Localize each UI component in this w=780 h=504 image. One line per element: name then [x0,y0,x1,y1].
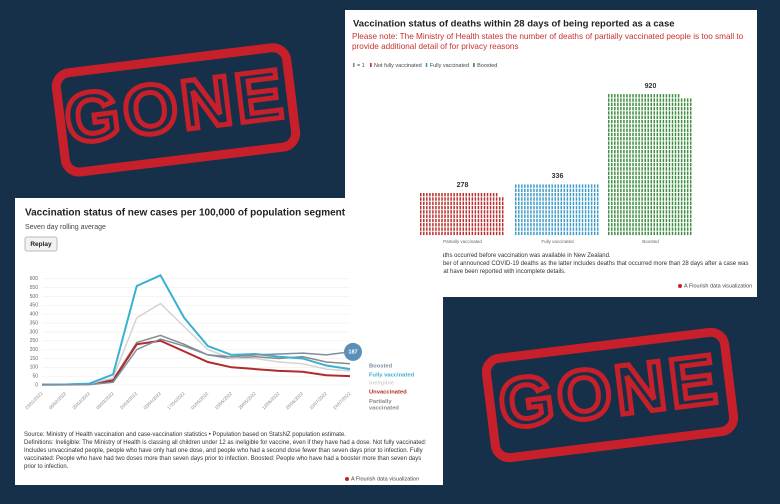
chart-subtitle: Seven day rolling average [25,224,106,231]
legend-icon [353,63,355,67]
credit: A Flourish data visualization [351,476,419,482]
chart-subtitle: Please note: The Ministry of Health stat… [352,32,744,52]
source-box: Source: Ministry of Health vaccination a… [24,431,434,471]
series-label: Fully vaccinated [369,373,415,379]
source-box: Source: Ministry of Health • 25 deaths o… [352,252,752,276]
legend-label: Fully vaccinated [430,63,469,69]
x-tick-label: Boosted [642,239,659,244]
source-text: Source: Ministry of Health vaccination a… [24,431,434,471]
legend-icon [473,63,475,67]
y-tick-label: 150 [30,356,39,362]
x-tick-label: Partially vaccinated [443,239,482,244]
end-bubble-label: 187 [348,349,357,355]
value-label: 336 [552,173,564,180]
legend-label: Not fully vaccinated [374,63,422,69]
series-label: Ineligible [369,381,395,387]
y-tick-label: 200 [30,347,39,353]
notes: The total deaths differs to the number o… [352,261,749,276]
chart-title: Vaccination status of new cases per 100,… [25,208,346,219]
panel [15,198,443,485]
legend-icon [425,63,428,67]
y-tick-label: 0 [35,382,38,388]
y-tick-label: 250 [30,338,39,344]
series-label: Partially vaccinated [369,399,399,412]
source: Source: Ministry of Health vaccination a… [24,432,346,438]
y-tick-label: 350 [30,320,39,326]
y-tick-label: 100 [30,365,39,371]
y-tick-label: 450 [30,303,39,309]
x-tick-label: Fully vaccinated [541,239,574,244]
y-tick-label: 600 [30,276,39,282]
source: Source: Ministry of Health • 25 deaths o… [352,253,611,259]
stamp-border [51,43,301,177]
legend-icon [370,63,372,67]
replay-label[interactable]: Replay [30,241,52,248]
series-line [41,274,351,386]
icon-column [515,184,599,236]
y-tick-label: 300 [30,329,39,335]
y-tick-label: 550 [30,285,39,291]
notes: Definitions: Ineligible: The Ministry of… [24,440,427,471]
stamp: GONE [51,43,301,177]
y-tick-label: 500 [30,294,39,300]
credit-icon [345,477,349,481]
y-tick-label: 50 [32,373,38,379]
icon-column [608,94,692,236]
series-label: Unvaccinated [369,390,407,396]
icon-column [420,193,504,236]
replay-button[interactable] [24,236,58,252]
y-tick-label: 400 [30,312,39,318]
subtitle-box: Please note: The Ministry of Health stat… [352,32,744,52]
end-bubble [344,342,362,361]
source-text: Source: Ministry of Health • 25 deaths o… [352,252,752,276]
series-label: Boosted [369,364,393,370]
series-line [42,338,351,386]
legend-unit: = 1 [357,63,365,69]
credit: A Flourish data visualization [684,283,752,289]
chart-title: Vaccination status of deaths within 28 d… [353,19,675,30]
stamp-border [481,327,739,463]
credit-icon [678,284,682,288]
value-label: 920 [645,83,657,90]
value-label: 278 [457,182,469,189]
legend-label: Boosted [477,63,497,69]
